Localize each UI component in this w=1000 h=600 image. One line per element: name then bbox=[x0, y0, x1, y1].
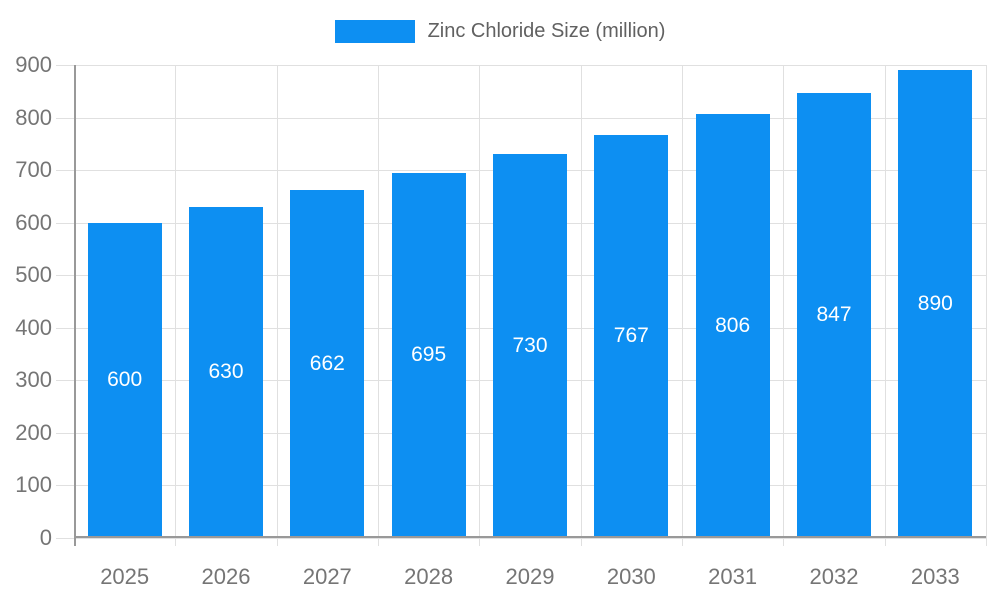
bar[interactable]: 695 bbox=[391, 172, 466, 538]
bar[interactable]: 662 bbox=[290, 190, 365, 538]
tick-mark bbox=[986, 538, 987, 546]
bar-value-label: 662 bbox=[309, 352, 345, 376]
y-axis: 0 100 200 300 400 500 600 700 800 900 bbox=[0, 52, 52, 550]
tick-mark bbox=[175, 538, 176, 546]
bar-value-label: 806 bbox=[715, 314, 751, 338]
legend: Zinc Chloride Size (million) bbox=[0, 19, 1000, 43]
x-gridline bbox=[682, 65, 683, 538]
y-gridline bbox=[56, 118, 986, 119]
bar[interactable]: 806 bbox=[695, 114, 770, 538]
x-tick-label: 2030 bbox=[606, 564, 656, 589]
y-tick-label: 0 bbox=[39, 525, 52, 550]
tick-mark bbox=[581, 538, 582, 546]
x-tick-label: 2033 bbox=[910, 564, 960, 589]
bar[interactable]: 847 bbox=[797, 92, 871, 538]
tick-mark bbox=[783, 538, 784, 546]
x-gridline bbox=[175, 65, 176, 538]
x-gridline bbox=[885, 65, 886, 538]
bar[interactable]: 600 bbox=[87, 222, 162, 538]
tick-mark bbox=[479, 538, 480, 546]
bar-value-label: 847 bbox=[816, 303, 852, 327]
tick-mark bbox=[682, 538, 683, 546]
bar-value-label: 730 bbox=[512, 334, 548, 358]
bar-value-label: 630 bbox=[208, 360, 244, 384]
bar[interactable]: 767 bbox=[594, 134, 669, 538]
legend-label: Zinc Chloride Size (million) bbox=[427, 20, 666, 42]
x-tick-label: 2029 bbox=[505, 564, 555, 589]
x-axis-line bbox=[74, 536, 986, 538]
x-tick-label: 2028 bbox=[404, 564, 454, 589]
x-gridline bbox=[581, 65, 582, 538]
x-tick-label: 2027 bbox=[302, 564, 352, 589]
y-gridline bbox=[56, 65, 986, 66]
bar[interactable]: 630 bbox=[189, 206, 263, 538]
y-tick-label: 300 bbox=[15, 367, 52, 392]
bar-value-label: 767 bbox=[613, 324, 649, 348]
y-gridline bbox=[56, 538, 986, 539]
y-tick-label: 600 bbox=[15, 210, 52, 235]
bar[interactable]: 730 bbox=[493, 154, 567, 538]
x-gridline bbox=[783, 65, 784, 538]
x-gridline bbox=[277, 65, 278, 538]
x-gridline bbox=[378, 65, 379, 538]
x-gridline bbox=[479, 65, 480, 538]
bar[interactable]: 890 bbox=[898, 70, 973, 538]
bar-value-label: 600 bbox=[107, 368, 143, 392]
plot-area: 600 630 662 695 730 767 806 847 890 bbox=[56, 65, 987, 546]
tick-mark bbox=[378, 538, 379, 546]
bar-value-label: 890 bbox=[917, 292, 953, 316]
y-tick-label: 500 bbox=[15, 262, 52, 287]
bar-value-label: 695 bbox=[411, 343, 447, 367]
x-tick-label: 2025 bbox=[100, 564, 150, 589]
x-axis: 2025 2026 2027 2028 2029 2030 2031 2032 2033 bbox=[74, 556, 986, 589]
y-tick-label: 400 bbox=[15, 315, 52, 340]
x-tick-label: 2032 bbox=[809, 564, 859, 589]
y-tick-label: 200 bbox=[15, 420, 52, 445]
tick-mark bbox=[277, 538, 278, 546]
x-gridline bbox=[986, 65, 987, 538]
y-tick-label: 700 bbox=[15, 157, 52, 182]
legend-swatch bbox=[334, 19, 415, 43]
legend-item[interactable]: Zinc Chloride Size (million) bbox=[334, 19, 666, 43]
tick-mark bbox=[885, 538, 886, 546]
y-tick-label: 100 bbox=[15, 472, 52, 497]
y-tick-label: 800 bbox=[15, 105, 52, 130]
x-tick-label: 2026 bbox=[201, 564, 251, 589]
y-axis-line bbox=[74, 65, 76, 546]
y-tick-label: 900 bbox=[15, 52, 52, 77]
x-tick-label: 2031 bbox=[708, 564, 758, 589]
